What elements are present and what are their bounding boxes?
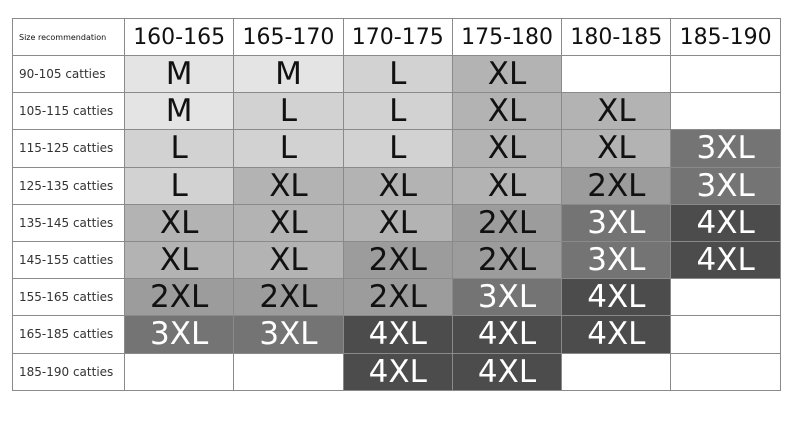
size-table: Size recommendation 160-165 165-170 170-175… (12, 18, 781, 391)
size-cell: XL (125, 241, 235, 280)
empty-cell (671, 56, 781, 94)
size-cell: L (343, 56, 453, 94)
size-cell: XL (452, 56, 563, 94)
weight-label: 185-190 catties (13, 353, 125, 391)
weight-label: 125-135 catties (13, 167, 125, 205)
size-cell: 4XL (452, 353, 563, 391)
size-cell: 2XL (343, 279, 453, 317)
size-cell: 4XL (671, 204, 781, 242)
size-cell: 2XL (452, 241, 563, 280)
size-cell: M (125, 56, 235, 94)
size-cell: XL (452, 93, 563, 131)
weight-label: 115-125 catties (13, 130, 125, 168)
size-cell: M (125, 93, 235, 131)
size-cell: 4XL (343, 353, 453, 391)
size-cell: 3XL (234, 316, 344, 354)
size-cell: XL (125, 204, 235, 242)
size-cell: 4XL (562, 279, 672, 317)
size-cell: XL (562, 130, 672, 168)
empty-cell (671, 316, 781, 354)
size-cell: 3XL (671, 167, 781, 205)
height-header: 165-170 (234, 19, 344, 56)
size-cell: L (234, 130, 344, 168)
height-header: 175-180 (452, 19, 563, 56)
weight-label: 165-185 catties (13, 316, 125, 354)
size-cell: 3XL (562, 204, 672, 242)
size-cell: XL (452, 130, 563, 168)
weight-label: 105-115 catties (13, 93, 125, 131)
size-cell: 4XL (343, 316, 453, 354)
size-cell: L (343, 93, 453, 131)
size-cell: XL (234, 204, 344, 242)
size-cell: L (343, 130, 453, 168)
empty-cell (562, 353, 672, 391)
height-header: 180-185 (562, 19, 672, 56)
size-cell: 2XL (343, 241, 453, 280)
empty-cell (234, 353, 344, 391)
empty-cell (671, 279, 781, 317)
weight-label: 135-145 catties (13, 204, 125, 242)
height-header: 170-175 (343, 19, 453, 56)
size-cell: XL (452, 167, 563, 205)
size-cell: 2XL (234, 279, 344, 317)
corner-label: Size recommendation (13, 19, 125, 56)
size-cell: 2XL (125, 279, 235, 317)
empty-cell (671, 353, 781, 391)
size-cell: 4XL (562, 316, 672, 354)
size-cell: 2XL (562, 167, 672, 205)
size-cell: XL (234, 241, 344, 280)
empty-cell (562, 56, 672, 94)
size-cell: L (234, 93, 344, 131)
size-cell: XL (343, 167, 453, 205)
size-cell: 3XL (125, 316, 235, 354)
size-cell: 4XL (671, 241, 781, 280)
height-header: 160-165 (125, 19, 235, 56)
empty-cell (125, 353, 235, 391)
size-cell: XL (343, 204, 453, 242)
size-cell: 3XL (452, 279, 563, 317)
weight-label: 155-165 catties (13, 279, 125, 317)
size-cell: L (125, 130, 235, 168)
size-cell: XL (234, 167, 344, 205)
weight-label: 145-155 catties (13, 241, 125, 280)
size-cell: XL (562, 93, 672, 131)
size-cell: L (125, 167, 235, 205)
size-cell: 2XL (452, 204, 563, 242)
height-header: 185-190 (671, 19, 781, 56)
size-cell: 3XL (671, 130, 781, 168)
weight-label: 90-105 catties (13, 56, 125, 94)
size-cell: 3XL (562, 241, 672, 280)
empty-cell (671, 93, 781, 131)
size-cell: M (234, 56, 344, 94)
size-cell: 4XL (452, 316, 563, 354)
